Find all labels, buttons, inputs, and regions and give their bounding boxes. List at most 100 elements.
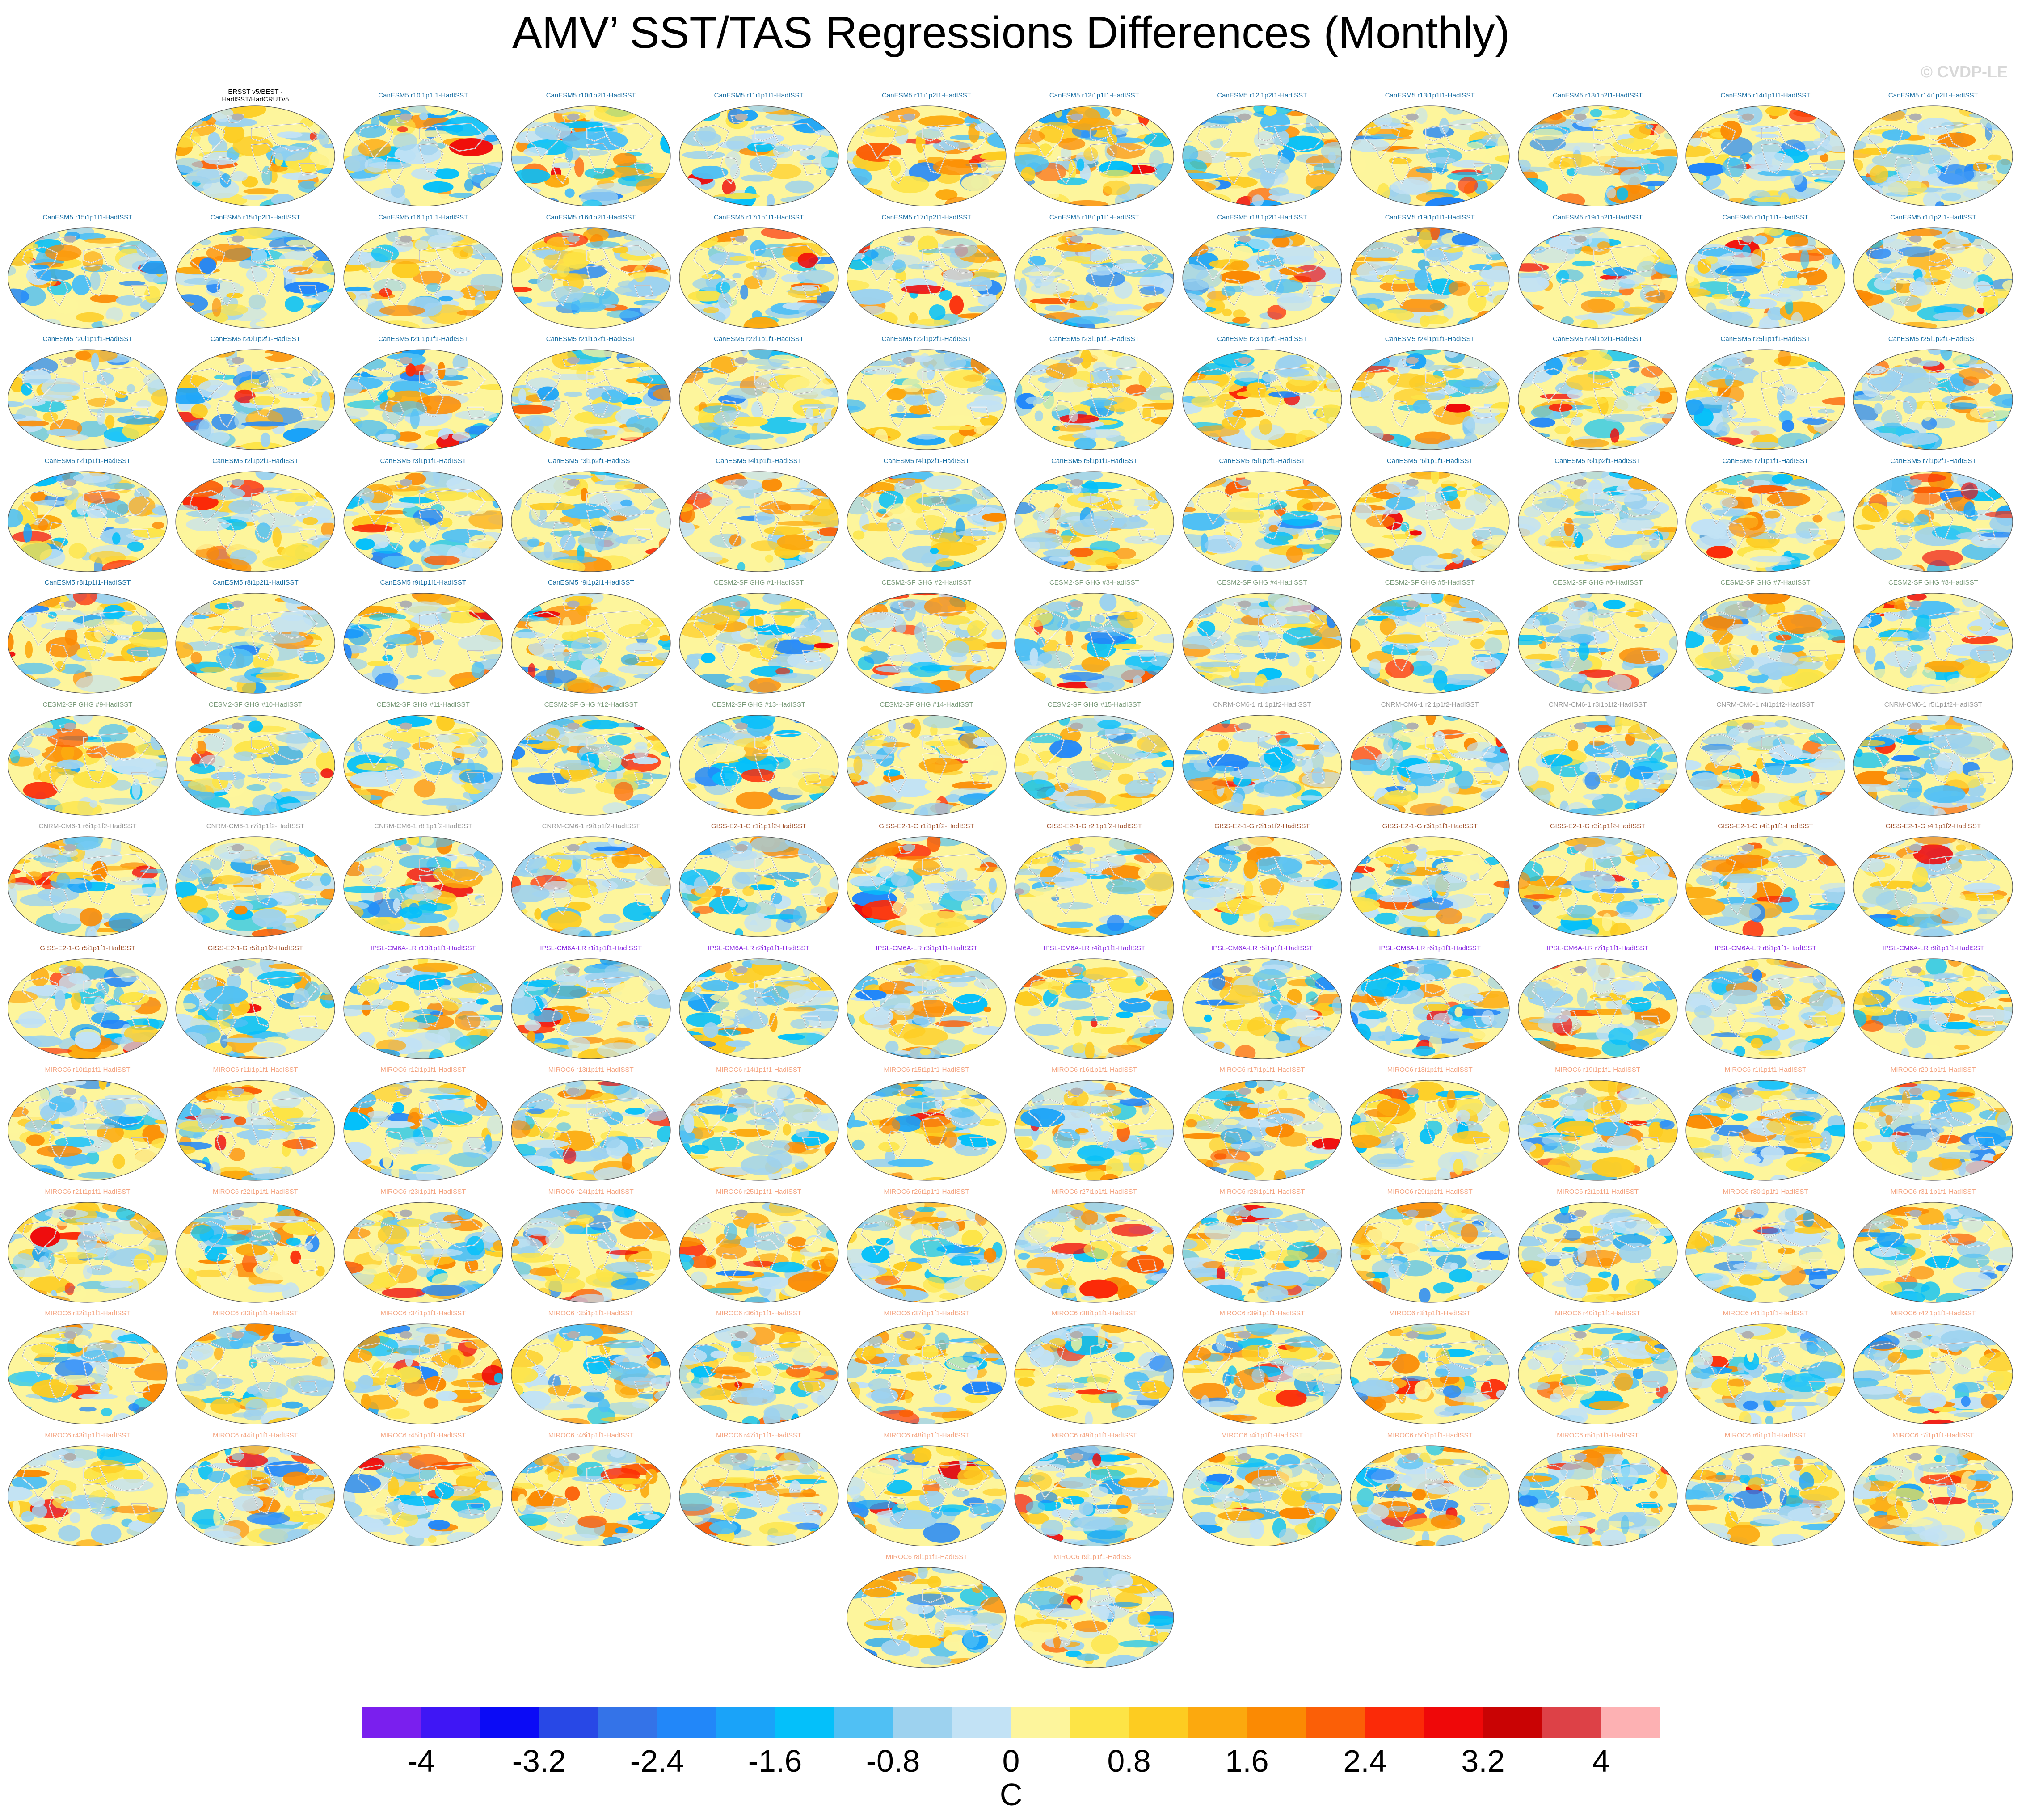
colorbar-tick-label: 3.2 [1461,1744,1505,1778]
map-panel: CNRM-CM6-1 r8i1p1f2-HadISST [342,822,504,939]
map-panel: MIROC6 r21i1p1f1-HadISST [7,1188,168,1305]
map-panel-title: CanESM5 r22i1p1f1-HadISST [714,335,804,343]
map-field [678,593,839,694]
map-panel: MIROC6 r22i1p1f1-HadISST [174,1188,336,1305]
map-panel: CNRM-CM6-1 r9i1p1f2-HadISST [510,822,672,939]
map-panel: MIROC6 r31i1p1f1-HadISST [1852,1188,2014,1305]
map-field [1182,471,1342,572]
map-field [1853,1080,2013,1181]
map-field [175,227,335,329]
map-panel-title: CanESM5 r17i1p2f1-HadISST [881,213,972,221]
map-panel: CanESM5 r24i1p1f1-HadISST [1349,335,1511,452]
map-panel: MIROC6 r42i1p1f1-HadISST [1852,1310,2014,1427]
map-field [678,105,839,206]
map-panel-title: CNRM-CM6-1 r2i1p1f2-HadISST [1381,700,1479,708]
map-field [1350,1445,1510,1546]
map-field [1182,349,1342,450]
map-panel-title: CanESM5 r14i1p2f1-HadISST [1888,92,1978,99]
map-panel: MIROC6 r27i1p1f1-HadISST [1013,1188,1175,1305]
map-panel: MIROC6 r35i1p1f1-HadISST [510,1310,672,1427]
map-panel-title: CNRM-CM6-1 r9i1p1f2-HadISST [542,822,640,830]
map-field [8,227,168,329]
map-field [678,1201,839,1303]
colorbar-swatch [1070,1707,1129,1738]
colorbar-swatch [598,1707,657,1738]
map-field [175,593,335,694]
map-panel: MIROC6 r16i1p1f1-HadISST [1013,1066,1175,1183]
map-panel-title: MIROC6 r6i1p1f1-HadISST [1724,1431,1807,1439]
map-panel-grid: ERSST v5/BEST - HadISST/HadCRUTv5 CanESM5… [7,88,2014,1668]
map-panel-title: MIROC6 r1i1p1f1-HadISST [1724,1066,1807,1074]
map-panel: CanESM5 r18i1p2f1-HadISST [1181,214,1343,331]
map-field [1517,1445,1678,1546]
colorbar-swatch [480,1707,539,1738]
colorbar-tick-label: 1.6 [1225,1744,1269,1778]
map-field [1182,1445,1342,1546]
map-panel-title: MIROC6 r14i1p1f1-HadISST [716,1066,802,1074]
map-panel-title: GISS-E2-1-G r5i1p1f2-HadISST [207,944,303,952]
map-panel-title: MIROC6 r2i1p1f1-HadISST [1557,1188,1639,1196]
map-panel: CanESM5 r14i1p2f1-HadISST [1852,92,2014,209]
map-panel-title: CanESM5 r2i1p1f1-HadISST [44,457,131,465]
map-field [847,714,1007,816]
map-panel-title: MIROC6 r7i1p1f1-HadISST [1892,1431,1974,1439]
map-panel: CanESM5 r11i1p1f1-HadISST [678,92,840,209]
map-field [678,714,839,816]
map-panel-title: CanESM5 r20i1p1f1-HadISST [42,335,133,343]
map-panel: CanESM5 r22i1p2f1-HadISST [846,335,1007,452]
map-field [1853,105,2013,206]
map-panel-title: CESM2-SF GHG #3-HadISST [1049,579,1139,586]
map-panel-title: MIROC6 r5i1p1f1-HadISST [1557,1431,1639,1439]
map-field [8,349,168,450]
map-panel-title: MIROC6 r13i1p1f1-HadISST [548,1066,634,1074]
map-panel: MIROC6 r14i1p1f1-HadISST [678,1066,840,1183]
colorbar-swatch [893,1707,952,1738]
map-panel: IPSL-CM6A-LR r4i1p1f1-HadISST [1013,944,1175,1062]
map-field [1350,1080,1510,1181]
map-panel: CanESM5 r25i1p2f1-HadISST [1852,335,2014,452]
map-panel-title: CanESM5 r11i1p1f1-HadISST [714,92,804,99]
map-panel-title: CanESM5 r6i1p2f1-HadISST [1554,457,1641,465]
map-panel: CanESM5 r12i1p1f1-HadISST [1013,92,1175,209]
map-panel-title: MIROC6 r50i1p1f1-HadISST [1387,1431,1473,1439]
map-panel-title: MIROC6 r26i1p1f1-HadISST [884,1188,969,1196]
map-field [1517,714,1678,816]
map-field [8,1323,168,1424]
map-panel: CNRM-CM6-1 r3i1p1f2-HadISST [1517,701,1679,818]
map-panel: CESM2-SF GHG #9-HadISST [7,701,168,818]
map-panel: MIROC6 r40i1p1f1-HadISST [1517,1310,1679,1427]
map-field [847,105,1007,206]
map-panel: CanESM5 r16i1p2f1-HadISST [510,214,672,331]
map-field [8,593,168,694]
map-panel-title: MIROC6 r15i1p1f1-HadISST [884,1066,969,1074]
map-panel-title: CESM2-SF GHG #12-HadISST [544,700,638,708]
map-panel-title: GISS-E2-1-G r3i1p1f1-HadISST [1382,822,1478,830]
map-panel: CESM2-SF GHG #11-HadISST [342,701,504,818]
map-field [1853,471,2013,572]
map-panel: MIROC6 r1i1p1f1-HadISST [1685,1066,1846,1183]
map-field [343,1445,503,1546]
map-field [1853,227,2013,329]
map-field [1182,958,1342,1059]
map-panel-title: MIROC6 r43i1p1f1-HadISST [45,1431,131,1439]
map-field [343,836,503,937]
map-panel: GISS-E2-1-G r2i1p1f2-HadISST [1181,822,1343,939]
map-panel-title: CanESM5 r23i1p2f1-HadISST [1217,335,1307,343]
colorbar-swatch [1247,1707,1306,1738]
map-panel: MIROC6 r2i1p1f1-HadISST [1517,1188,1679,1305]
map-field [847,958,1007,1059]
map-panel-title: GISS-E2-1-G r2i1p1f2-HadISST [1046,822,1142,830]
map-panel-title: GISS-E2-1-G r1i1p1f2-HadISST [879,822,974,830]
map-field [8,836,168,937]
map-panel: MIROC6 r39i1p1f1-HadISST [1181,1310,1343,1427]
map-panel-title: CESM2-SF GHG #8-HadISST [1888,579,1978,586]
map-field [511,958,671,1059]
map-field [1350,471,1510,572]
map-panel: CESM2-SF GHG #3-HadISST [1013,579,1175,696]
map-field [678,1445,839,1546]
map-field [1014,714,1174,816]
map-panel: MIROC6 r49i1p1f1-HadISST [1013,1432,1175,1549]
map-panel: MIROC6 r41i1p1f1-HadISST [1685,1310,1846,1427]
map-panel-title: MIROC6 r19i1p1f1-HadISST [1555,1066,1641,1074]
map-panel-title: CNRM-CM6-1 r4i1p1f2-HadISST [1716,700,1815,708]
